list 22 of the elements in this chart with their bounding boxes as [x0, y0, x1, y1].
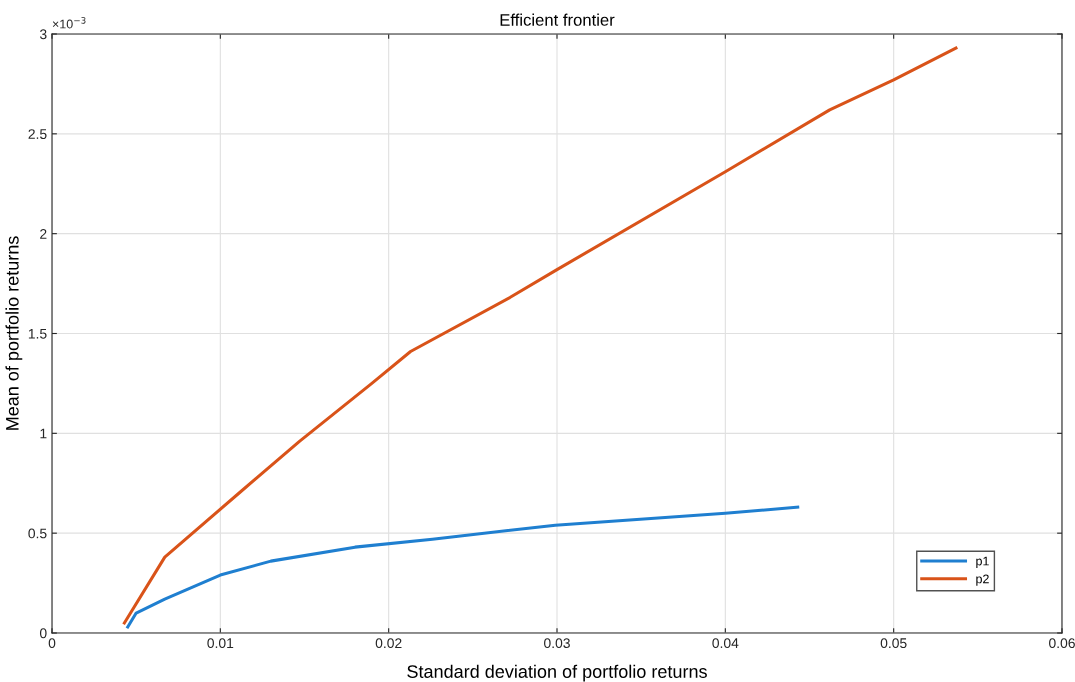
- y-tick-label: 0: [39, 628, 47, 639]
- line-series: [122, 46, 958, 625]
- x-tick-label: 0.04: [712, 638, 739, 649]
- x-tick-label: 0.05: [880, 638, 907, 649]
- y-tick-label: 2: [40, 229, 47, 239]
- x-tick-label: 0: [48, 638, 56, 649]
- x-tick-label: 0.01: [207, 638, 234, 649]
- x-tick-label: 0.03: [544, 638, 570, 649]
- y-tick-label: 3: [39, 29, 47, 40]
- x-tick-label: 0.02: [375, 638, 402, 649]
- legend-label: p2: [976, 574, 989, 586]
- text: ×10$^{−3}$: [52, 17, 86, 29]
- y-tick-label: 2.5: [28, 129, 47, 139]
- legend-label: p1: [976, 556, 989, 568]
- x-tick-label: 0.06: [1049, 638, 1075, 649]
- y-tick-label: 0.5: [28, 528, 47, 539]
- x-axis-title: Standard deviation of portfolio returns: [407, 664, 707, 682]
- chart-title: Efficient frontier: [500, 13, 615, 26]
- y-axis-title: Mean of portfolio returns: [5, 236, 23, 430]
- line-series: [126, 505, 800, 629]
- y-tick-label: 1: [40, 428, 47, 439]
- y-tick-label: 1.5: [28, 328, 47, 339]
